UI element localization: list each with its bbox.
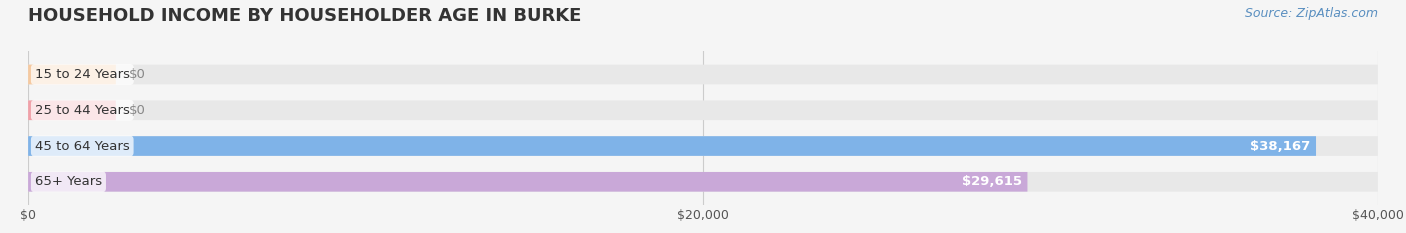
Text: Source: ZipAtlas.com: Source: ZipAtlas.com [1244,7,1378,20]
FancyBboxPatch shape [28,136,1378,156]
FancyBboxPatch shape [28,136,1316,156]
Text: $38,167: $38,167 [1250,140,1310,153]
Text: $0: $0 [129,68,146,81]
Text: $0: $0 [129,104,146,117]
Text: 15 to 24 Years: 15 to 24 Years [35,68,129,81]
FancyBboxPatch shape [28,100,115,120]
Text: 25 to 44 Years: 25 to 44 Years [35,104,129,117]
FancyBboxPatch shape [28,172,1028,192]
FancyBboxPatch shape [28,172,1378,192]
Text: $29,615: $29,615 [962,175,1022,188]
FancyBboxPatch shape [28,65,1378,84]
FancyBboxPatch shape [28,65,115,84]
Text: 65+ Years: 65+ Years [35,175,103,188]
Text: HOUSEHOLD INCOME BY HOUSEHOLDER AGE IN BURKE: HOUSEHOLD INCOME BY HOUSEHOLDER AGE IN B… [28,7,582,25]
FancyBboxPatch shape [28,100,1378,120]
Text: 45 to 64 Years: 45 to 64 Years [35,140,129,153]
